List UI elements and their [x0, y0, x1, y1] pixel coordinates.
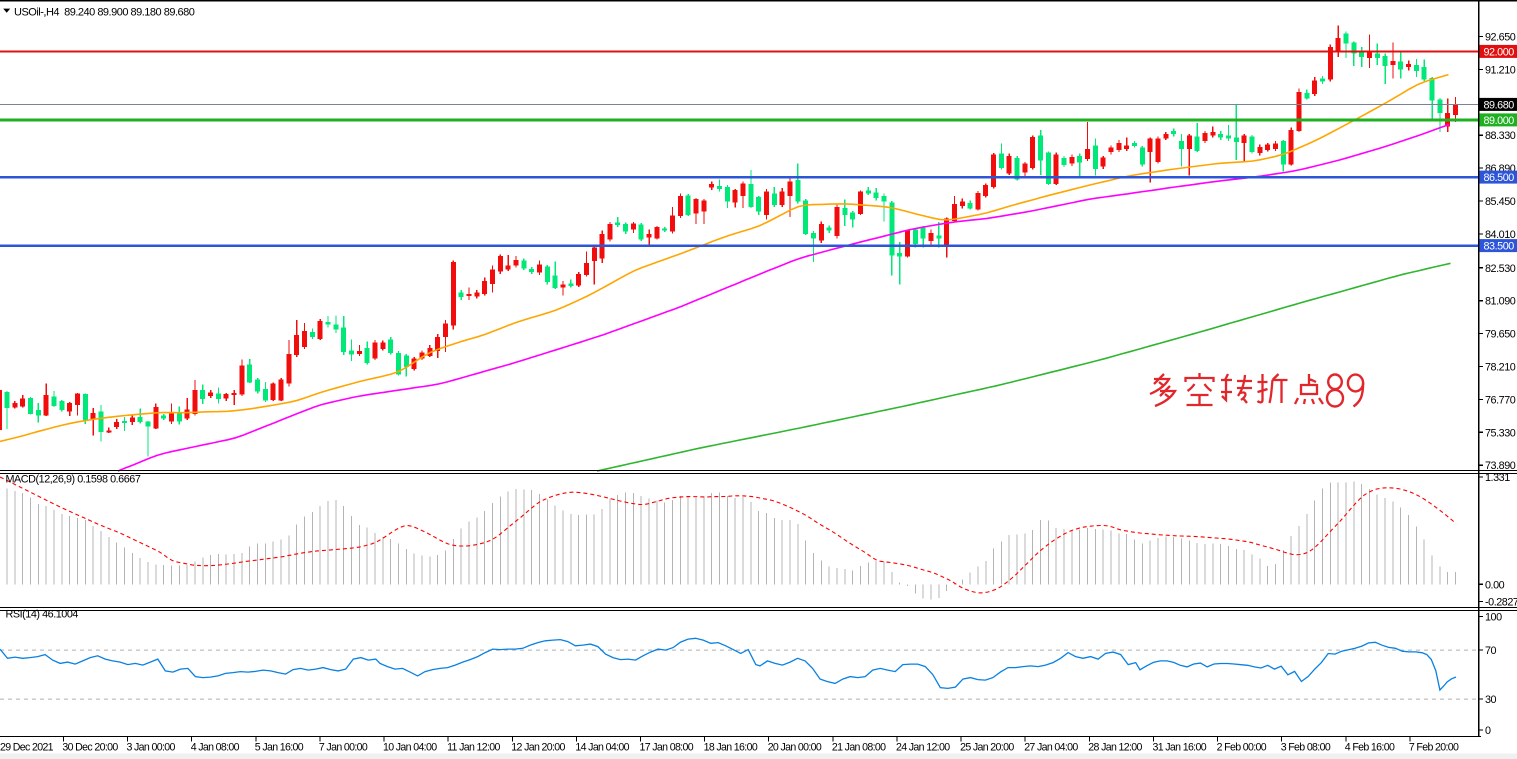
- svg-text:92.650: 92.650: [1485, 32, 1516, 44]
- svg-text:4 Jan 08:00: 4 Jan 08:00: [191, 742, 240, 754]
- svg-text:89.680: 89.680: [1484, 99, 1515, 111]
- svg-text:17 Jan 08:00: 17 Jan 08:00: [640, 742, 694, 754]
- svg-text:25 Jan 20:00: 25 Jan 20:00: [960, 742, 1014, 754]
- svg-text:10 Jan 04:00: 10 Jan 04:00: [383, 742, 437, 754]
- svg-text:1.331: 1.331: [1485, 472, 1510, 484]
- svg-text:3 Feb 08:00: 3 Feb 08:00: [1281, 742, 1331, 754]
- svg-text:18 Jan 16:00: 18 Jan 16:00: [704, 742, 758, 754]
- svg-text:82.530: 82.530: [1485, 263, 1516, 275]
- svg-text:76.770: 76.770: [1485, 394, 1516, 406]
- svg-text:0: 0: [1485, 725, 1491, 737]
- svg-text:14 Jan 04:00: 14 Jan 04:00: [575, 742, 629, 754]
- svg-text:30: 30: [1485, 694, 1497, 706]
- svg-text:83.500: 83.500: [1484, 241, 1515, 253]
- svg-text:79.650: 79.650: [1485, 329, 1516, 341]
- svg-text:20 Jan 00:00: 20 Jan 00:00: [768, 742, 822, 754]
- svg-text:11 Jan 12:00: 11 Jan 12:00: [447, 742, 500, 754]
- svg-text:92.000: 92.000: [1484, 46, 1515, 58]
- svg-text:21 Jan 08:00: 21 Jan 08:00: [832, 742, 886, 754]
- svg-text:-0.2827: -0.2827: [1485, 597, 1517, 609]
- svg-text:75.330: 75.330: [1485, 427, 1516, 439]
- svg-text:2 Feb 00:00: 2 Feb 00:00: [1217, 742, 1267, 754]
- svg-text:100: 100: [1485, 612, 1502, 624]
- svg-text:78.210: 78.210: [1485, 362, 1516, 374]
- svg-text:3 Jan 00:00: 3 Jan 00:00: [127, 742, 176, 754]
- svg-text:RSI(14) 46.1004: RSI(14) 46.1004: [6, 609, 79, 621]
- svg-text:86.500: 86.500: [1484, 172, 1515, 184]
- svg-text:89.000: 89.000: [1484, 115, 1515, 127]
- svg-text:84.010: 84.010: [1485, 229, 1516, 241]
- svg-text:91.210: 91.210: [1485, 64, 1516, 76]
- svg-text:70: 70: [1485, 645, 1497, 657]
- svg-text:7 Feb 20:00: 7 Feb 20:00: [1409, 742, 1459, 754]
- svg-text:USOil-,H4 89.240 89.900 89.18: USOil-,H4 89.240 89.900 89.180 89.680: [14, 7, 195, 19]
- svg-text:29 Dec 2021: 29 Dec 2021: [0, 742, 54, 754]
- svg-text:24 Jan 12:00: 24 Jan 12:00: [896, 742, 950, 754]
- svg-text:7 Jan 00:00: 7 Jan 00:00: [319, 742, 368, 754]
- svg-text:MACD(12,26,9) 0.1598 0.6667: MACD(12,26,9) 0.1598 0.6667: [6, 474, 141, 486]
- svg-text:88.330: 88.330: [1485, 130, 1516, 142]
- svg-text:27 Jan 04:00: 27 Jan 04:00: [1024, 742, 1078, 754]
- svg-text:12 Jan 20:00: 12 Jan 20:00: [511, 742, 565, 754]
- svg-text:4 Feb 16:00: 4 Feb 16:00: [1345, 742, 1395, 754]
- svg-text:30 Dec 20:00: 30 Dec 20:00: [62, 742, 118, 754]
- svg-text:5 Jan 16:00: 5 Jan 16:00: [255, 742, 304, 754]
- svg-text:85.450: 85.450: [1485, 196, 1516, 208]
- svg-text:28 Jan 12:00: 28 Jan 12:00: [1088, 742, 1142, 754]
- svg-text:31 Jan 16:00: 31 Jan 16:00: [1153, 742, 1207, 754]
- svg-text:81.090: 81.090: [1485, 296, 1516, 308]
- svg-text:0.00: 0.00: [1485, 579, 1505, 591]
- svg-text:73.890: 73.890: [1485, 460, 1516, 472]
